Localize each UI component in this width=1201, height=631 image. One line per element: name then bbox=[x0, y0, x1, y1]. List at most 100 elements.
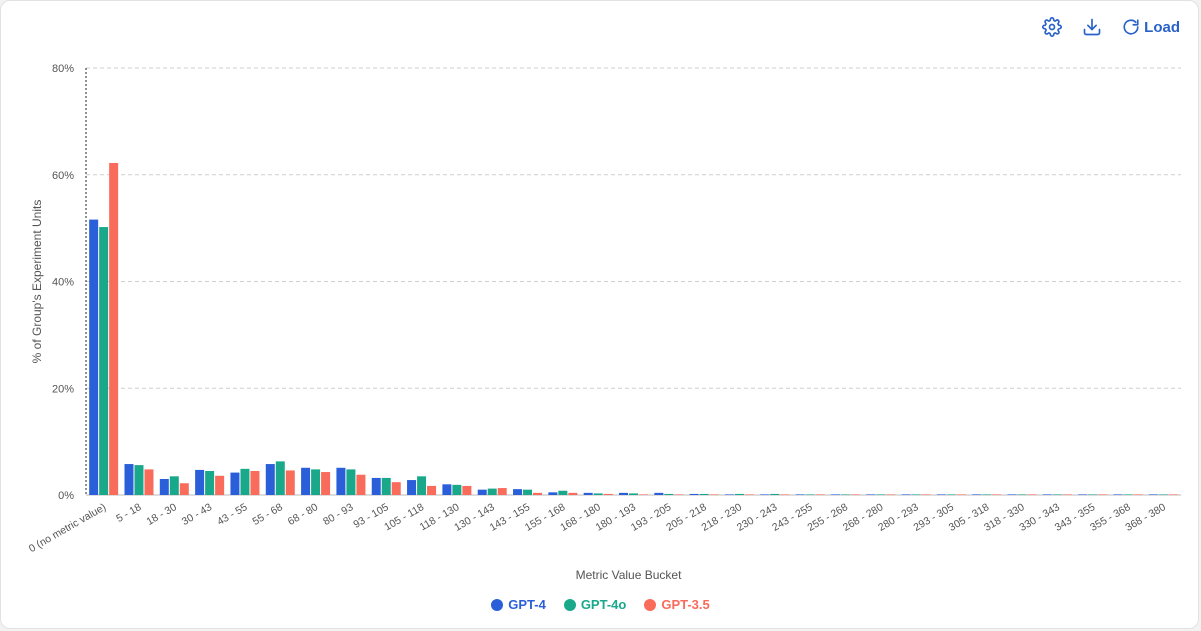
x-tick-label: 5 - 18 bbox=[114, 501, 143, 525]
x-tick-label: 105 - 118 bbox=[382, 501, 426, 533]
bar-gpt-4 bbox=[548, 492, 558, 495]
bar-gpt-4 bbox=[1148, 494, 1158, 495]
bar-gpt-4 bbox=[407, 480, 417, 495]
load-button[interactable]: Load bbox=[1122, 18, 1180, 36]
bar-gpt-4 bbox=[654, 492, 664, 495]
bar-gpt-4o bbox=[134, 465, 144, 495]
bar-gpt-4o bbox=[346, 469, 356, 495]
bar-gpt-4o bbox=[664, 493, 674, 495]
x-tick-label: 30 - 43 bbox=[180, 501, 214, 528]
legend-label: GPT-3.5 bbox=[661, 597, 710, 612]
bar-gpt-4o bbox=[311, 469, 321, 495]
bar-gpt-4 bbox=[301, 467, 311, 495]
legend-label: GPT-4 bbox=[508, 597, 546, 612]
x-tick-label: 368 - 380 bbox=[1123, 501, 1168, 534]
y-axis-title: % of Group's Experiment Units bbox=[30, 200, 44, 364]
bar-gpt-4o bbox=[275, 461, 285, 495]
x-tick-label: 18 - 30 bbox=[144, 501, 178, 528]
bar-gpt-4 bbox=[972, 494, 982, 495]
x-tick-label: 0 (no metric value) bbox=[27, 501, 108, 555]
bar-gpt-4o bbox=[452, 484, 462, 495]
x-axis-title: Metric Value Bucket bbox=[576, 568, 682, 582]
download-button[interactable] bbox=[1082, 17, 1102, 37]
bar-gpt-4o bbox=[523, 489, 533, 495]
bar-gpt-4 bbox=[583, 492, 593, 495]
bar-gpt-4 bbox=[89, 219, 99, 495]
bar-gpt-3-5 bbox=[850, 494, 860, 495]
bar-gpt-4o bbox=[381, 477, 391, 495]
bar-gpt-3-5 bbox=[427, 485, 437, 495]
legend-swatch bbox=[644, 598, 657, 611]
y-tick-label: 40% bbox=[52, 277, 74, 289]
x-tick-label: 43 - 55 bbox=[215, 501, 249, 528]
chart-toolbar: Load bbox=[1042, 17, 1180, 37]
load-label: Load bbox=[1144, 18, 1180, 36]
legend-item-gpt-4[interactable]: GPT-4 bbox=[491, 597, 546, 612]
bar-gpt-3-5 bbox=[109, 163, 119, 495]
bar-gpt-4o bbox=[1158, 494, 1168, 495]
bar-chart: 0%20%40%60%80%0 (no metric value) 5 - 18 1… bbox=[27, 63, 1181, 582]
bar-gpt-3-5 bbox=[179, 483, 189, 495]
bar-gpt-4o bbox=[205, 470, 215, 495]
bar-gpt-3-5 bbox=[780, 494, 790, 495]
bar-gpt-3-5 bbox=[1027, 494, 1037, 495]
bar-gpt-4o bbox=[1052, 494, 1062, 495]
bar-gpt-3-5 bbox=[639, 494, 648, 495]
bar-gpt-4 bbox=[866, 494, 876, 495]
x-tick-label: 55 - 68 bbox=[250, 501, 284, 528]
bar-gpt-3-5 bbox=[1168, 494, 1178, 495]
bar-gpt-3-5 bbox=[215, 475, 225, 495]
y-tick-label: 20% bbox=[52, 383, 74, 395]
bar-gpt-3-5 bbox=[992, 494, 1002, 495]
bar-gpt-4o bbox=[699, 493, 709, 495]
bar-gpt-3-5 bbox=[497, 488, 507, 495]
bar-gpt-3-5 bbox=[533, 492, 543, 495]
bar-gpt-3-5 bbox=[815, 494, 825, 495]
bar-gpt-4 bbox=[1007, 494, 1017, 495]
y-tick-label: 60% bbox=[52, 170, 74, 182]
bar-gpt-4 bbox=[230, 472, 240, 495]
bar-gpt-4 bbox=[265, 464, 275, 495]
bar-gpt-4 bbox=[1113, 494, 1123, 495]
bar-gpt-4o bbox=[240, 468, 250, 495]
bar-gpt-4 bbox=[760, 494, 770, 495]
bar-gpt-3-5 bbox=[356, 474, 366, 495]
bar-gpt-3-5 bbox=[250, 470, 260, 495]
bar-gpt-3-5 bbox=[462, 485, 472, 495]
bar-gpt-3-5 bbox=[956, 494, 966, 495]
settings-button[interactable] bbox=[1042, 17, 1063, 37]
bar-gpt-4 bbox=[336, 467, 346, 495]
bar-gpt-4 bbox=[619, 492, 628, 495]
legend-item-gpt-3-5[interactable]: GPT-3.5 bbox=[644, 597, 710, 612]
bar-gpt-4o bbox=[629, 493, 638, 495]
bar-gpt-4o bbox=[770, 493, 780, 495]
bar-gpt-3-5 bbox=[886, 494, 896, 495]
legend-swatch bbox=[563, 598, 576, 611]
bar-gpt-3-5 bbox=[568, 492, 578, 495]
bar-gpt-3-5 bbox=[674, 494, 684, 495]
bar-gpt-4 bbox=[195, 469, 205, 495]
bar-gpt-3-5 bbox=[285, 470, 295, 495]
legend-label: GPT-4o bbox=[580, 597, 627, 612]
bar-gpt-3-5 bbox=[709, 494, 719, 495]
bar-gpt-4o bbox=[169, 476, 179, 495]
legend-item-gpt-4o[interactable]: GPT-4o bbox=[563, 597, 627, 612]
bar-gpt-4o bbox=[593, 493, 603, 495]
bar-gpt-4o bbox=[840, 494, 850, 495]
bar-gpt-4o bbox=[805, 494, 815, 495]
bar-gpt-4 bbox=[795, 494, 805, 495]
bar-gpt-4 bbox=[159, 478, 169, 495]
bar-gpt-4o bbox=[1123, 494, 1133, 495]
bar-gpt-4 bbox=[936, 494, 946, 495]
download-icon bbox=[1083, 18, 1101, 36]
y-tick-label: 80% bbox=[52, 63, 74, 75]
bar-gpt-4o bbox=[99, 227, 109, 495]
bar-gpt-4o bbox=[911, 494, 921, 495]
bar-gpt-4o bbox=[1017, 494, 1027, 495]
bar-gpt-4 bbox=[901, 494, 911, 495]
bar-gpt-4o bbox=[876, 494, 886, 495]
bar-gpt-4 bbox=[124, 464, 134, 495]
bar-gpt-4 bbox=[724, 494, 734, 495]
bar-gpt-4o bbox=[417, 476, 427, 495]
